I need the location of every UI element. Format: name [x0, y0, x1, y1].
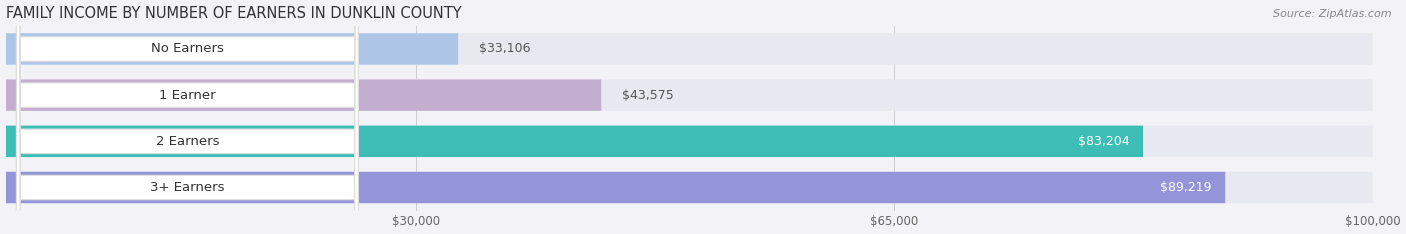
Text: $89,219: $89,219 [1160, 181, 1212, 194]
FancyBboxPatch shape [17, 0, 359, 234]
Text: $83,204: $83,204 [1078, 135, 1129, 148]
Text: 1 Earner: 1 Earner [159, 89, 215, 102]
Text: No Earners: No Earners [150, 43, 224, 55]
FancyBboxPatch shape [6, 80, 1372, 111]
Text: Source: ZipAtlas.com: Source: ZipAtlas.com [1274, 9, 1392, 19]
FancyBboxPatch shape [6, 80, 602, 111]
FancyBboxPatch shape [17, 0, 359, 234]
Text: FAMILY INCOME BY NUMBER OF EARNERS IN DUNKLIN COUNTY: FAMILY INCOME BY NUMBER OF EARNERS IN DU… [6, 6, 461, 21]
FancyBboxPatch shape [17, 0, 359, 234]
FancyBboxPatch shape [17, 0, 359, 234]
FancyBboxPatch shape [6, 172, 1372, 203]
FancyBboxPatch shape [6, 33, 458, 65]
FancyBboxPatch shape [6, 172, 1225, 203]
FancyBboxPatch shape [6, 33, 1372, 65]
Text: 3+ Earners: 3+ Earners [150, 181, 225, 194]
FancyBboxPatch shape [6, 126, 1372, 157]
FancyBboxPatch shape [6, 126, 1143, 157]
Text: $33,106: $33,106 [478, 43, 530, 55]
Text: $43,575: $43,575 [621, 89, 673, 102]
Text: 2 Earners: 2 Earners [156, 135, 219, 148]
